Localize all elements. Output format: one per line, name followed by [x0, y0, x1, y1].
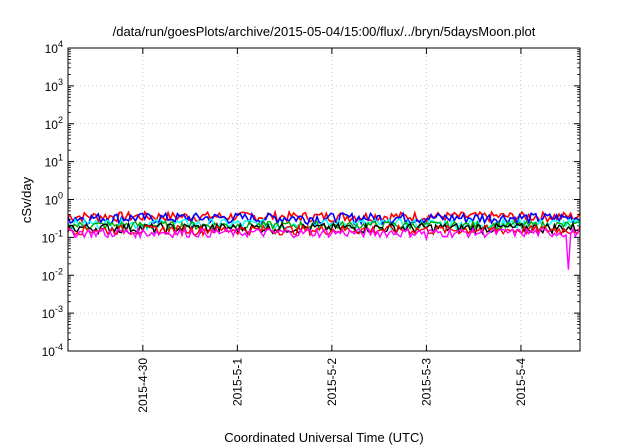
- y-tick-label: 100: [45, 191, 63, 208]
- y-tick-label: 103: [45, 77, 63, 94]
- y-tick-label: 101: [45, 153, 63, 170]
- axis-ticks: 10-4 10-3 10-2 10-1 100 101 102 103 104 2015-4-30…: [42, 39, 580, 413]
- series-line: [67, 225, 581, 270]
- x-tick-label: 2015-5-2: [325, 358, 339, 406]
- grid: [68, 48, 580, 351]
- y-tick-label: 10-1: [42, 228, 63, 245]
- x-tick-label: 2015-5-4: [514, 358, 528, 406]
- y-tick-label: 10-3: [42, 304, 63, 321]
- y-tick-label: 102: [45, 115, 63, 132]
- series-layer: [67, 209, 581, 270]
- series-line: [67, 223, 581, 238]
- y-tick-label: 10-4: [42, 342, 63, 359]
- x-tick-label: 2015-5-3: [419, 358, 433, 406]
- y-tick-label: 104: [45, 39, 63, 56]
- y-axis-label: cSv/day: [19, 176, 34, 223]
- x-axis-label: Coordinated Universal Time (UTC): [224, 430, 423, 445]
- chart-title: /data/run/goesPlots/archive/2015-05-04/1…: [113, 24, 536, 39]
- y-tick-label: 10-2: [42, 266, 63, 283]
- x-tick-label: 2015-4-30: [136, 358, 150, 413]
- x-tick-label: 2015-5-1: [230, 358, 244, 406]
